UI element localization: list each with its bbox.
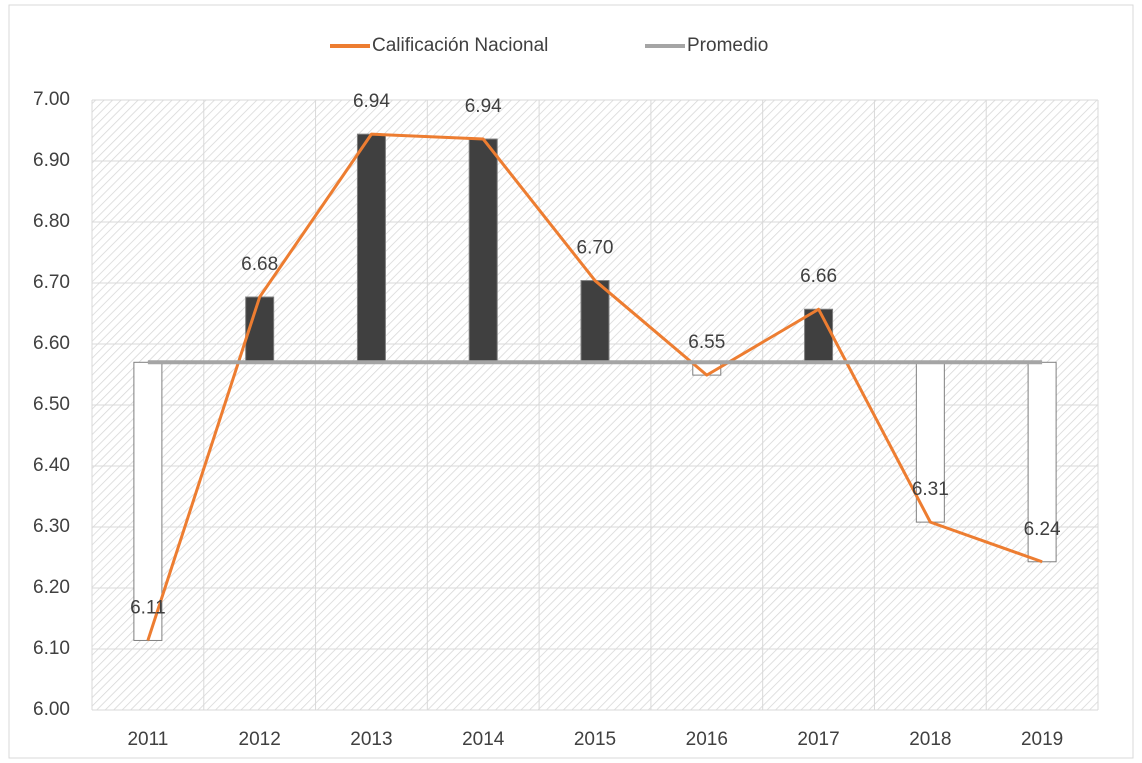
- x-tick-label: 2013: [350, 729, 392, 750]
- down-bar: [133, 361, 163, 641]
- data-label: 6.70: [577, 238, 614, 259]
- data-label: 6.94: [353, 91, 390, 112]
- y-tick-label: 6.70: [33, 272, 70, 293]
- legend-label: Calificación Nacional: [372, 35, 548, 56]
- y-tick-label: 6.90: [33, 150, 70, 171]
- y-tick-label: 6.30: [33, 516, 70, 537]
- down-bar: [1027, 361, 1057, 563]
- up-bar: [468, 138, 498, 363]
- up-bar: [804, 308, 834, 363]
- data-label: 6.24: [1024, 519, 1061, 540]
- y-tick-label: 6.40: [33, 455, 70, 476]
- y-tick-label: 6.60: [33, 333, 70, 354]
- x-tick-label: 2014: [462, 729, 505, 750]
- down-bar: [915, 361, 945, 523]
- y-tick-label: 6.10: [33, 638, 70, 659]
- up-bar: [356, 133, 386, 363]
- up-bar: [580, 280, 610, 363]
- y-tick-label: 7.00: [33, 89, 70, 110]
- line-series: [146, 132, 1043, 641]
- data-label: 6.66: [800, 266, 837, 287]
- data-label: 6.94: [465, 96, 502, 117]
- data-label: 6.68: [241, 254, 278, 275]
- y-tick-label: 6.50: [33, 394, 70, 415]
- x-tick-label: 2016: [686, 729, 728, 750]
- y-tick-label: 6.00: [33, 699, 70, 720]
- legend-label: Promedio: [687, 35, 768, 56]
- data-label: 6.55: [688, 332, 725, 353]
- x-tick-label: 2017: [797, 729, 839, 750]
- data-label: 6.31: [912, 479, 949, 500]
- x-tick-label: 2012: [239, 729, 281, 750]
- x-tick-label: 2018: [909, 729, 951, 750]
- x-tick-label: 2011: [127, 729, 168, 750]
- x-tick-label: 2015: [574, 729, 616, 750]
- y-tick-label: 6.80: [33, 211, 70, 232]
- data-label: 6.11: [130, 597, 166, 618]
- x-tick-label: 2019: [1021, 729, 1063, 750]
- y-tick-label: 6.20: [33, 577, 70, 598]
